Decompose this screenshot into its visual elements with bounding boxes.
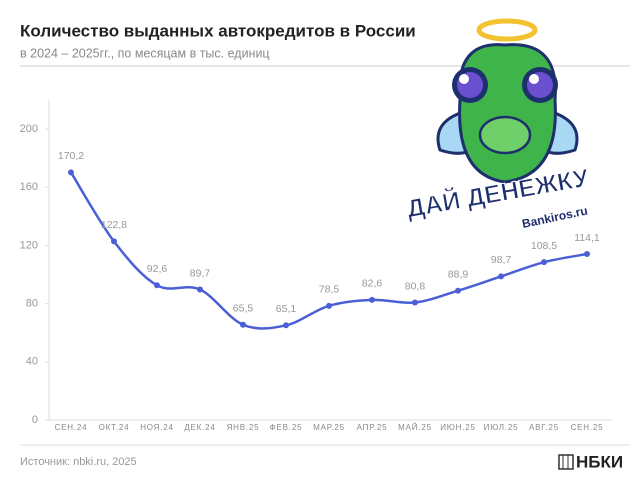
x-tick-label: СЕН.24 (55, 423, 88, 432)
x-tick-label: СЕН.25 (571, 423, 604, 432)
value-label: 65,5 (233, 303, 254, 315)
value-label: 89,7 (190, 267, 211, 279)
value-label: 88,9 (448, 268, 469, 280)
y-tick-label: 80 (26, 298, 38, 310)
sticker-site: Bankiros.ru (521, 203, 589, 231)
point (584, 251, 590, 258)
point (412, 299, 418, 306)
value-label: 98,7 (491, 254, 512, 266)
value-label: 114,1 (574, 232, 600, 244)
logo-icon (558, 454, 574, 470)
value-label: 92,6 (147, 263, 168, 275)
y-tick-label: 160 (20, 181, 38, 193)
point (455, 287, 461, 294)
y-tick-label: 40 (26, 356, 38, 368)
chart-subtitle: в 2024 – 2025гг., по месяцам в тыс. един… (20, 46, 270, 60)
point (111, 238, 117, 245)
eye-shine (529, 74, 539, 84)
x-tick-label: ДЕК.24 (184, 423, 215, 432)
chart-title: Количество выданных автокредитов в Росси… (20, 21, 416, 40)
eye-shine (459, 74, 469, 84)
x-tick-label: АВГ.25 (529, 423, 559, 432)
x-tick-label: МАР.25 (313, 423, 345, 432)
point (154, 282, 160, 289)
value-label: 80,8 (405, 280, 426, 292)
value-label: 170,2 (58, 150, 84, 162)
point (68, 169, 74, 176)
y-tick-label: 0 (32, 414, 38, 426)
halo (476, 18, 538, 42)
point (541, 259, 547, 266)
point (240, 321, 246, 328)
point (326, 302, 332, 309)
y-tick-label: 120 (20, 239, 38, 251)
source: Источник: nbki.ru, 2025 (20, 456, 137, 468)
logo-text: НБКИ (576, 452, 623, 471)
x-tick-label: ОКТ.24 (99, 423, 130, 432)
x-tick-label: АПР.25 (357, 423, 388, 432)
paws (478, 115, 532, 155)
value-label: 82,6 (362, 278, 383, 290)
value-label: 122,8 (101, 219, 127, 231)
point (369, 296, 375, 303)
point (197, 286, 203, 293)
x-tick-label: МАЙ.25 (398, 423, 432, 432)
x-tick-label: ЯНВ.25 (227, 423, 260, 432)
value-label: 108,5 (531, 240, 557, 252)
x-tick-label: ФЕВ.25 (270, 423, 303, 432)
logo: НБКИ (558, 452, 623, 471)
point (498, 273, 504, 280)
frog-body (458, 43, 557, 184)
y-tick-label: 200 (20, 123, 38, 135)
x-tick-label: НОЯ.24 (140, 423, 174, 432)
value-label: 78,5 (319, 284, 340, 296)
x-tick-label: ИЮЛ.25 (484, 423, 519, 432)
point (283, 322, 289, 329)
value-label: 65,1 (276, 303, 297, 315)
sticker: ДАЙ ДЕНЕЖКУ Bankiros.ru (404, 18, 592, 231)
x-tick-label: ИЮН.25 (440, 423, 476, 432)
